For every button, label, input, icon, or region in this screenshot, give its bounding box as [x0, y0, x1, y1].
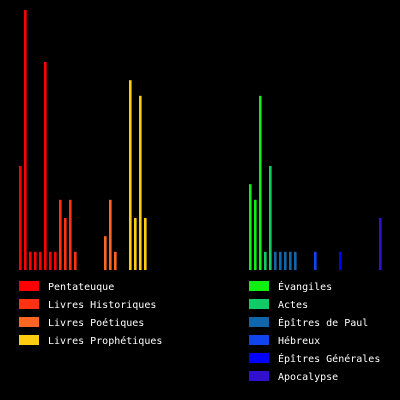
legend: Pentateuque Livres Historiques Livres Poét…: [19, 280, 380, 383]
bar: [64, 218, 67, 270]
legend-item: Épîtres de Paul: [249, 316, 368, 329]
legend-label: Pentateuque: [48, 282, 114, 293]
legend-swatch: [249, 353, 269, 363]
bar: [294, 251, 297, 270]
legend-swatch: [249, 371, 269, 381]
bar: [274, 251, 277, 270]
bar: [379, 218, 382, 270]
legend-item: Livres Historiques: [19, 299, 156, 311]
bar: [104, 236, 107, 270]
legend-item: Apocalypse: [249, 371, 338, 383]
bar: [279, 251, 282, 270]
series-5: [264, 166, 272, 270]
bar: [49, 251, 52, 270]
series-9: [379, 218, 382, 270]
legend-label: Apocalypse: [278, 372, 338, 383]
legend-swatch: [19, 299, 39, 309]
bar: [29, 251, 32, 270]
bar: [44, 62, 47, 270]
bar: [249, 184, 252, 270]
legend-item: Pentateuque: [19, 281, 114, 293]
bar: [74, 251, 77, 270]
legend-swatch: [249, 281, 269, 291]
legend-label: Épîtres de Paul: [278, 316, 368, 329]
bar: [269, 166, 272, 270]
legend-label: Évangiles: [278, 280, 332, 293]
legend-item: Livres Prophétiques: [19, 335, 162, 347]
bar: [59, 199, 62, 270]
legend-item: Actes: [249, 299, 308, 311]
bar: [314, 251, 317, 270]
bar: [284, 251, 287, 270]
series-8: [339, 251, 342, 270]
legend-label: Actes: [278, 300, 308, 311]
bar: [19, 166, 22, 270]
bar: [289, 251, 292, 270]
series-1: [59, 199, 77, 270]
bar: [259, 95, 262, 270]
bar: [339, 251, 342, 270]
series-0: [19, 10, 57, 270]
bar: [54, 251, 57, 270]
bar: [254, 199, 257, 270]
series-7: [314, 251, 317, 270]
legend-label: Livres Historiques: [48, 300, 156, 311]
bar: [264, 251, 267, 270]
legend-swatch: [249, 335, 269, 345]
legend-label: Livres Prophétiques: [48, 335, 162, 347]
bar: [39, 251, 42, 270]
legend-item: Livres Poétiques: [19, 317, 144, 329]
legend-item: Évangiles: [249, 280, 332, 293]
bar: [69, 199, 72, 270]
series-6: [274, 251, 297, 270]
legend-item: Hébreux: [249, 335, 320, 347]
bar: [134, 218, 137, 270]
bar: [109, 199, 112, 270]
legend-swatch: [19, 317, 39, 327]
legend-item: Épîtres Générales: [249, 352, 380, 365]
bars-group: [19, 10, 382, 270]
legend-swatch: [19, 281, 39, 291]
series-2: [104, 199, 117, 270]
bar: [129, 80, 132, 270]
bar: [34, 251, 37, 270]
bar: [144, 218, 147, 270]
series-4: [249, 95, 262, 270]
bar: [139, 95, 142, 270]
legend-label: Hébreux: [278, 335, 320, 347]
bar: [114, 251, 117, 270]
legend-label: Livres Poétiques: [48, 317, 144, 329]
series-3: [129, 80, 147, 270]
legend-swatch: [249, 299, 269, 309]
legend-swatch: [19, 335, 39, 345]
legend-label: Épîtres Générales: [278, 352, 380, 365]
legend-swatch: [249, 317, 269, 327]
bar: [24, 10, 27, 270]
